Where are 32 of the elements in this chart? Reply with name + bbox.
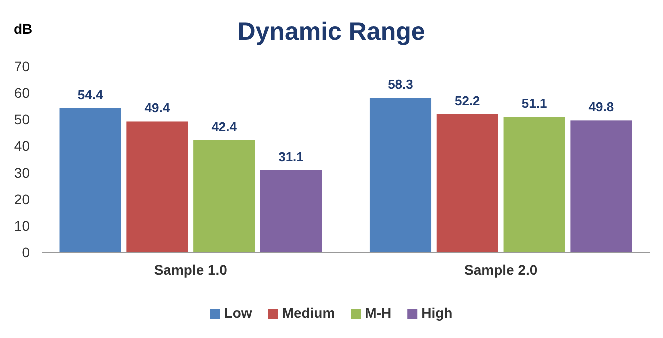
y-axis-title: dB (14, 21, 33, 37)
y-tick-label: 20 (14, 191, 30, 208)
y-tick-label: 60 (14, 85, 30, 102)
y-tick-label: 0 (22, 244, 30, 260)
bar (260, 170, 322, 253)
bar (194, 140, 256, 253)
y-tick-label: 40 (14, 138, 30, 154)
data-label: 58.3 (388, 77, 414, 92)
x-tick-label: Sample 2.0 (464, 262, 538, 278)
legend-label: M-H (365, 305, 392, 321)
legend-label: Low (224, 305, 252, 321)
data-label: 51.1 (522, 96, 548, 112)
data-label: 42.4 (212, 119, 238, 134)
x-tick-label: Sample 1.0 (154, 262, 228, 278)
data-label: 52.2 (454, 93, 480, 108)
bar (436, 114, 498, 253)
chart-title: Dynamic Range (238, 18, 426, 46)
data-label: 49.8 (588, 100, 614, 115)
legend-label: High (422, 305, 453, 321)
y-tick-label: 70 (14, 58, 30, 74)
bar (60, 108, 122, 253)
y-tick-label: 30 (14, 164, 30, 181)
bar (504, 117, 566, 253)
data-label: 49.4 (144, 100, 171, 116)
y-tick-label: 10 (14, 218, 30, 234)
data-label: 54.4 (78, 87, 104, 102)
bar (570, 120, 632, 253)
bar (370, 98, 432, 253)
legend-label: Medium (282, 305, 336, 321)
y-tick-label: 50 (14, 112, 30, 128)
data-label: 31.1 (278, 149, 304, 164)
bar (126, 122, 188, 253)
